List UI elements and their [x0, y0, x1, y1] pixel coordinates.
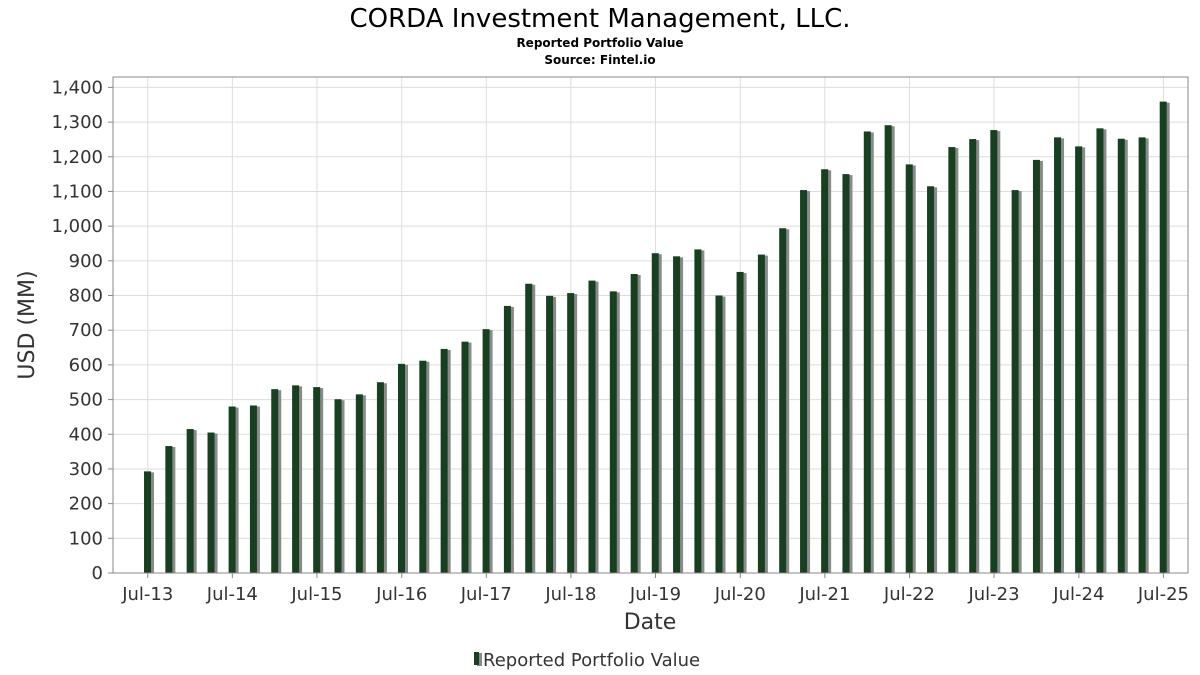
bar	[609, 291, 617, 573]
bar	[736, 271, 744, 573]
bar	[1054, 137, 1062, 573]
x-tick-label: Jul-13	[121, 584, 173, 605]
y-tick-label: 0	[92, 563, 103, 584]
x-tick-label: Jul-24	[1052, 584, 1104, 605]
bar	[821, 169, 829, 573]
bar	[990, 130, 998, 573]
bar	[503, 305, 511, 573]
legend-label: Reported Portfolio Value	[483, 650, 700, 671]
legend-swatch-shadow	[477, 653, 482, 666]
x-tick-label: Jul-20	[714, 584, 766, 605]
bar	[271, 389, 279, 573]
x-tick-label: Jul-15	[290, 584, 342, 605]
x-tick-label: Jul-16	[375, 584, 427, 605]
bar	[440, 348, 448, 573]
x-tick-label: Jul-19	[629, 584, 681, 605]
y-tick-label: 600	[69, 355, 103, 376]
bar	[525, 283, 533, 573]
bar	[694, 249, 702, 573]
y-tick-label: 900	[69, 251, 103, 272]
x-tick-label: Jul-25	[1137, 584, 1189, 605]
y-tick-label: 1,200	[51, 147, 103, 168]
bar	[144, 471, 152, 573]
y-tick-label: 1,100	[51, 181, 103, 202]
bar	[630, 274, 638, 573]
y-axis: 0 100 200 300 400 500 600 700 800 900 1,000 1,100 1,…	[51, 77, 113, 584]
y-tick-label: 700	[69, 320, 103, 341]
bar	[313, 387, 321, 573]
x-tick-label: Jul-23	[967, 584, 1019, 605]
y-tick-label: 1,300	[51, 112, 103, 133]
bar	[757, 254, 765, 573]
bar	[588, 280, 596, 573]
bar	[1138, 137, 1146, 573]
bar	[376, 382, 384, 573]
bar	[651, 253, 659, 573]
bar	[355, 394, 363, 573]
y-tick-label: 400	[69, 424, 103, 445]
x-axis-title: Date	[624, 610, 677, 635]
y-axis-title: USD (MM)	[15, 270, 40, 379]
x-tick-label: Jul-18	[544, 584, 596, 605]
bar	[1096, 128, 1104, 573]
bar	[1032, 159, 1040, 574]
bar	[546, 295, 554, 573]
bar	[1159, 101, 1167, 573]
x-tick-label: Jul-14	[206, 584, 258, 605]
x-axis: Jul-13 Jul-14 Jul-15 Jul-16 Jul-17 Jul-18 Jul-…	[121, 573, 1189, 605]
bar	[419, 360, 427, 573]
x-tick-label: Jul-22	[883, 584, 935, 605]
legend-swatch	[474, 652, 479, 665]
bar	[884, 125, 892, 573]
legend: Reported Portfolio Value	[474, 650, 700, 671]
bar	[186, 429, 194, 573]
bar	[842, 174, 850, 573]
y-tick-label: 100	[69, 528, 103, 549]
chart-subtitle: Reported Portfolio Value	[516, 36, 683, 50]
y-tick-label: 200	[69, 494, 103, 515]
bars	[144, 101, 1170, 574]
y-tick-label: 1,000	[51, 216, 103, 237]
x-tick-label: Jul-21	[798, 584, 850, 605]
bar	[1011, 190, 1019, 573]
bar	[800, 190, 808, 573]
y-tick-label: 800	[69, 286, 103, 307]
bar	[398, 363, 406, 573]
bar	[165, 446, 173, 573]
plot-area-border	[112, 76, 1189, 574]
bar	[1075, 146, 1083, 573]
bar	[482, 329, 490, 573]
y-tick-label: 300	[69, 459, 103, 480]
bar	[207, 432, 215, 573]
chart-title: CORDA Investment Management, LLC.	[349, 4, 850, 34]
bar	[292, 385, 300, 573]
bar	[461, 341, 469, 573]
bar	[1117, 138, 1125, 573]
bar	[779, 228, 787, 573]
y-tick-label: 500	[69, 390, 103, 411]
bar	[948, 147, 956, 573]
bar	[673, 256, 681, 573]
bar	[927, 186, 935, 574]
bar	[228, 406, 236, 573]
bar	[905, 164, 913, 574]
y-tick-label: 1,400	[51, 77, 103, 98]
bar	[567, 293, 575, 573]
bar	[969, 139, 977, 573]
bar	[249, 405, 257, 573]
bar	[334, 399, 342, 573]
x-tick-label: Jul-17	[460, 584, 512, 605]
bar	[715, 295, 723, 573]
bar	[863, 131, 871, 574]
chart-source: Source: Fintel.io	[544, 53, 655, 67]
